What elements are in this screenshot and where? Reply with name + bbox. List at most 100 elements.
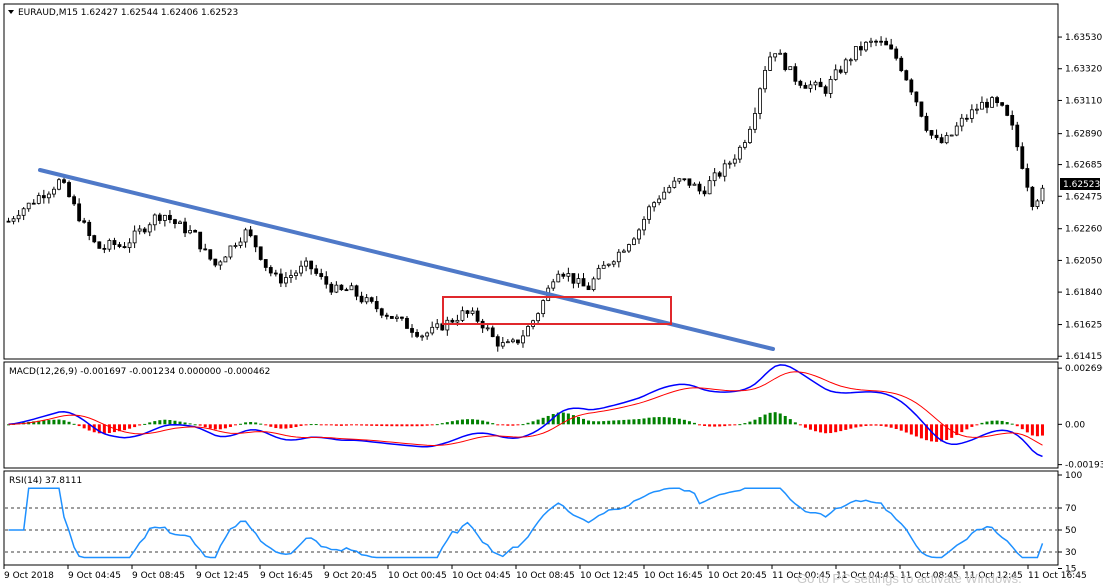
macd-histogram-bar: [107, 424, 111, 434]
candle-body: [36, 195, 41, 204]
candle-body: [485, 327, 490, 330]
macd-histogram-bar: [773, 412, 777, 425]
time-tick-label: 11 Oct 16:45: [1028, 571, 1087, 581]
candle-body: [1025, 168, 1030, 188]
macd-histogram-bar: [627, 419, 631, 425]
time-tick-label: 11 Oct 04:45: [836, 571, 895, 581]
macd-histogram-bar: [168, 419, 172, 425]
candle-body: [959, 117, 964, 127]
macd-histogram-bar: [793, 422, 797, 425]
macd-histogram-bar: [960, 424, 964, 433]
macd-histogram-bar: [874, 424, 878, 426]
candle-body: [112, 240, 117, 245]
macd-histogram-bar: [249, 421, 253, 425]
macd-histogram-bar: [349, 424, 353, 426]
macd-histogram-bar: [445, 422, 449, 425]
macd-histogram-bar: [440, 423, 444, 425]
macd-histogram-bar: [561, 412, 565, 425]
price-tick-label: 1.63320: [1065, 65, 1102, 75]
candle-body: [606, 263, 611, 266]
candle-body: [732, 158, 737, 164]
candle-body: [228, 245, 233, 258]
macd-histogram-bar: [708, 424, 712, 427]
main-header-text: EURAUD,M15 1.62427 1.62544 1.62406 1.625…: [18, 8, 238, 18]
macd-histogram-bar: [854, 424, 858, 428]
macd-histogram-bar: [67, 421, 71, 425]
candle-body: [475, 310, 480, 322]
price-tick-label: 1.63530: [1065, 33, 1102, 43]
time-tick-label: 10 Oct 20:45: [708, 571, 767, 581]
macd-histogram-bar: [733, 424, 737, 426]
trendline[interactable]: [38, 168, 775, 351]
candle-body: [460, 310, 465, 321]
highlight-rectangle[interactable]: [442, 296, 672, 325]
macd-histogram-bar: [430, 424, 434, 426]
candle-body: [687, 178, 692, 186]
candle-body: [62, 179, 66, 183]
macd-histogram-bar: [213, 424, 217, 430]
macd-histogram-bar: [919, 424, 923, 439]
candle-body: [470, 310, 475, 314]
candle-body: [218, 261, 223, 266]
candle-body: [394, 316, 399, 319]
macd-histogram-bar: [990, 420, 994, 425]
candle-body: [853, 46, 858, 61]
macd-histogram-bar: [970, 424, 974, 427]
candle-body: [450, 319, 455, 323]
macd-histogram-bar: [713, 424, 717, 427]
candle-body: [67, 182, 71, 198]
candle-body: [919, 101, 924, 117]
macd-histogram-bar: [455, 420, 459, 425]
dropdown-arrow-icon[interactable]: [8, 10, 14, 14]
candle-body: [87, 221, 92, 236]
candle-body: [551, 281, 556, 289]
candle-body: [233, 245, 238, 247]
macd-histogram-bar: [77, 424, 81, 427]
candle-body: [1040, 187, 1045, 202]
candle-body: [869, 40, 873, 43]
macd-histogram-bar: [228, 424, 232, 427]
candle-body: [954, 125, 959, 136]
candle-body: [11, 218, 16, 222]
candle-body: [510, 339, 515, 343]
macd-histogram-bar: [940, 424, 944, 442]
candle-body: [526, 326, 530, 337]
candle-body: [188, 230, 192, 234]
macd-histogram-bar: [380, 424, 384, 427]
candle-body: [561, 273, 566, 277]
time-tick-label: 10 Oct 12:45: [580, 571, 639, 581]
macd-histogram-bar: [753, 419, 757, 425]
macd-histogram-bar: [259, 423, 263, 425]
candle-body: [763, 69, 767, 90]
macd-histogram-bar: [975, 424, 979, 426]
macd-histogram-bar: [304, 424, 308, 426]
macd-histogram-bar: [582, 418, 586, 425]
candle-body: [778, 52, 783, 55]
macd-histogram-bar: [768, 412, 772, 425]
macd-histogram-bar: [571, 415, 575, 425]
rsi-tick-label: 70: [1065, 504, 1077, 514]
macd-histogram-bar: [1015, 424, 1019, 427]
macd-histogram-bar: [450, 421, 454, 425]
macd-histogram-bar: [481, 420, 485, 425]
macd-histogram-bar: [123, 424, 127, 431]
time-tick-label: 9 Oct 20:45: [324, 571, 377, 581]
candle-body: [425, 332, 430, 337]
rsi-header-text: RSI(14) 37.8111: [9, 476, 82, 486]
candle-body: [374, 301, 379, 310]
macd-histogram-bar: [884, 424, 888, 427]
candle-body: [924, 115, 929, 131]
macd-histogram-bar: [471, 419, 475, 425]
macd-histogram-bar: [133, 424, 137, 428]
time-tick-label: 9 Oct 2018: [4, 571, 54, 581]
rsi-tick-label: 100: [1065, 471, 1082, 481]
macd-histogram-bar: [808, 424, 812, 430]
macd-histogram-bar: [153, 421, 157, 425]
macd-histogram-bar: [486, 421, 490, 425]
macd-histogram-bar: [57, 419, 61, 425]
macd-histogram-bar: [677, 418, 681, 425]
macd-histogram-bar: [148, 422, 152, 425]
candle-body: [410, 328, 414, 333]
macd-histogram-bar: [743, 423, 747, 425]
